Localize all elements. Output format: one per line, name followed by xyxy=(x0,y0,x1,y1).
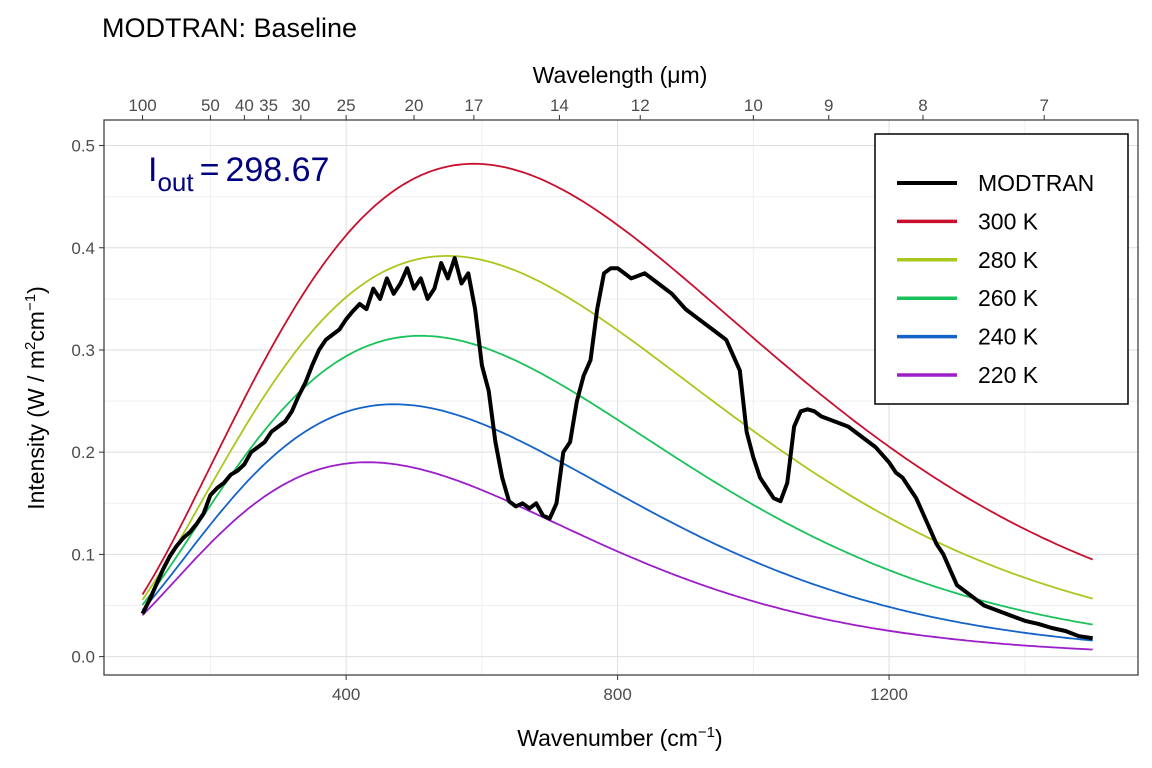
plot-panel-border xyxy=(103,119,1139,676)
plot-series xyxy=(140,162,1094,651)
top-tick-label: 14 xyxy=(550,96,569,115)
annotation-equals: = xyxy=(200,151,220,189)
y-axis-title-sup2: −1 xyxy=(22,294,39,311)
y-tick-label: 0.3 xyxy=(71,341,95,360)
y-axis-title-sup1: 2 xyxy=(22,342,39,350)
y-tick-label: 0.4 xyxy=(71,239,95,258)
y-tick-label: 0.1 xyxy=(71,545,95,564)
legend-label: MODTRAN xyxy=(978,170,1094,196)
series-line-300-k xyxy=(141,162,1094,595)
legend-box xyxy=(874,133,1129,405)
y-axis-title-mid: cm xyxy=(23,311,49,342)
top-tick-label: 25 xyxy=(337,96,356,115)
top-tick-label: 35 xyxy=(259,96,278,115)
top-tick-label: 100 xyxy=(128,96,156,115)
y-tick-label: 0.2 xyxy=(71,443,95,462)
legend-label: 260 K xyxy=(978,285,1039,311)
annotation-value: 298.67 xyxy=(225,151,329,189)
x-axis: 400 800 1200 xyxy=(332,675,908,704)
legend-label: 300 K xyxy=(978,208,1039,234)
chart-legend: MODTRAN 300 K 280 K 260 K 240 K 220 K xyxy=(874,133,1129,405)
top-tick-label: 9 xyxy=(824,96,833,115)
x-axis-title-end: ) xyxy=(715,725,723,751)
legend-label: 280 K xyxy=(978,247,1039,273)
chart-title: MODTRAN: Baseline xyxy=(102,13,357,43)
x-axis-title: Wavenumber (cm−1) xyxy=(517,724,722,751)
series-line-modtran xyxy=(140,256,1093,641)
top-tick-label: 50 xyxy=(201,96,220,115)
y-axis: 0.0 0.1 0.2 0.3 0.4 0.5 xyxy=(71,137,104,667)
top-axis-title: Wavelength (μm) xyxy=(533,62,708,88)
top-tick-label: 40 xyxy=(235,96,254,115)
top-wavelength-axis: 100 50 40 35 30 25 20 17 14 12 10 9 8 7 xyxy=(128,96,1049,120)
y-tick-label: 0.0 xyxy=(71,648,95,667)
legend-label: 240 K xyxy=(978,324,1039,350)
annotation-sub: out xyxy=(157,167,194,197)
series-line-240-k xyxy=(141,403,1093,642)
top-tick-label: 20 xyxy=(405,96,424,115)
annotation-main: I xyxy=(148,151,157,189)
series-line-220-k xyxy=(141,461,1093,651)
top-tick-label: 8 xyxy=(918,96,927,115)
x-tick-label: 1200 xyxy=(870,685,908,704)
top-tick-label: 17 xyxy=(464,96,483,115)
x-tick-label: 800 xyxy=(603,685,631,704)
top-tick-label: 30 xyxy=(291,96,310,115)
y-tick-label: 0.5 xyxy=(71,137,95,156)
y-axis-title-main: Intensity (W / m xyxy=(23,350,49,510)
y-axis-title: Intensity (W / m2cm−1) xyxy=(22,286,49,510)
x-axis-title-sup: −1 xyxy=(698,724,715,741)
y-axis-title-end: ) xyxy=(23,286,49,294)
x-tick-label: 400 xyxy=(332,685,360,704)
top-tick-label: 7 xyxy=(1039,96,1048,115)
outgoing-intensity-annotation: Iout = 298.67 xyxy=(148,151,329,197)
top-tick-label: 12 xyxy=(631,96,650,115)
legend-label: 220 K xyxy=(978,362,1039,388)
top-tick-label: 10 xyxy=(744,96,763,115)
x-axis-title-main: Wavenumber (cm xyxy=(517,725,698,751)
